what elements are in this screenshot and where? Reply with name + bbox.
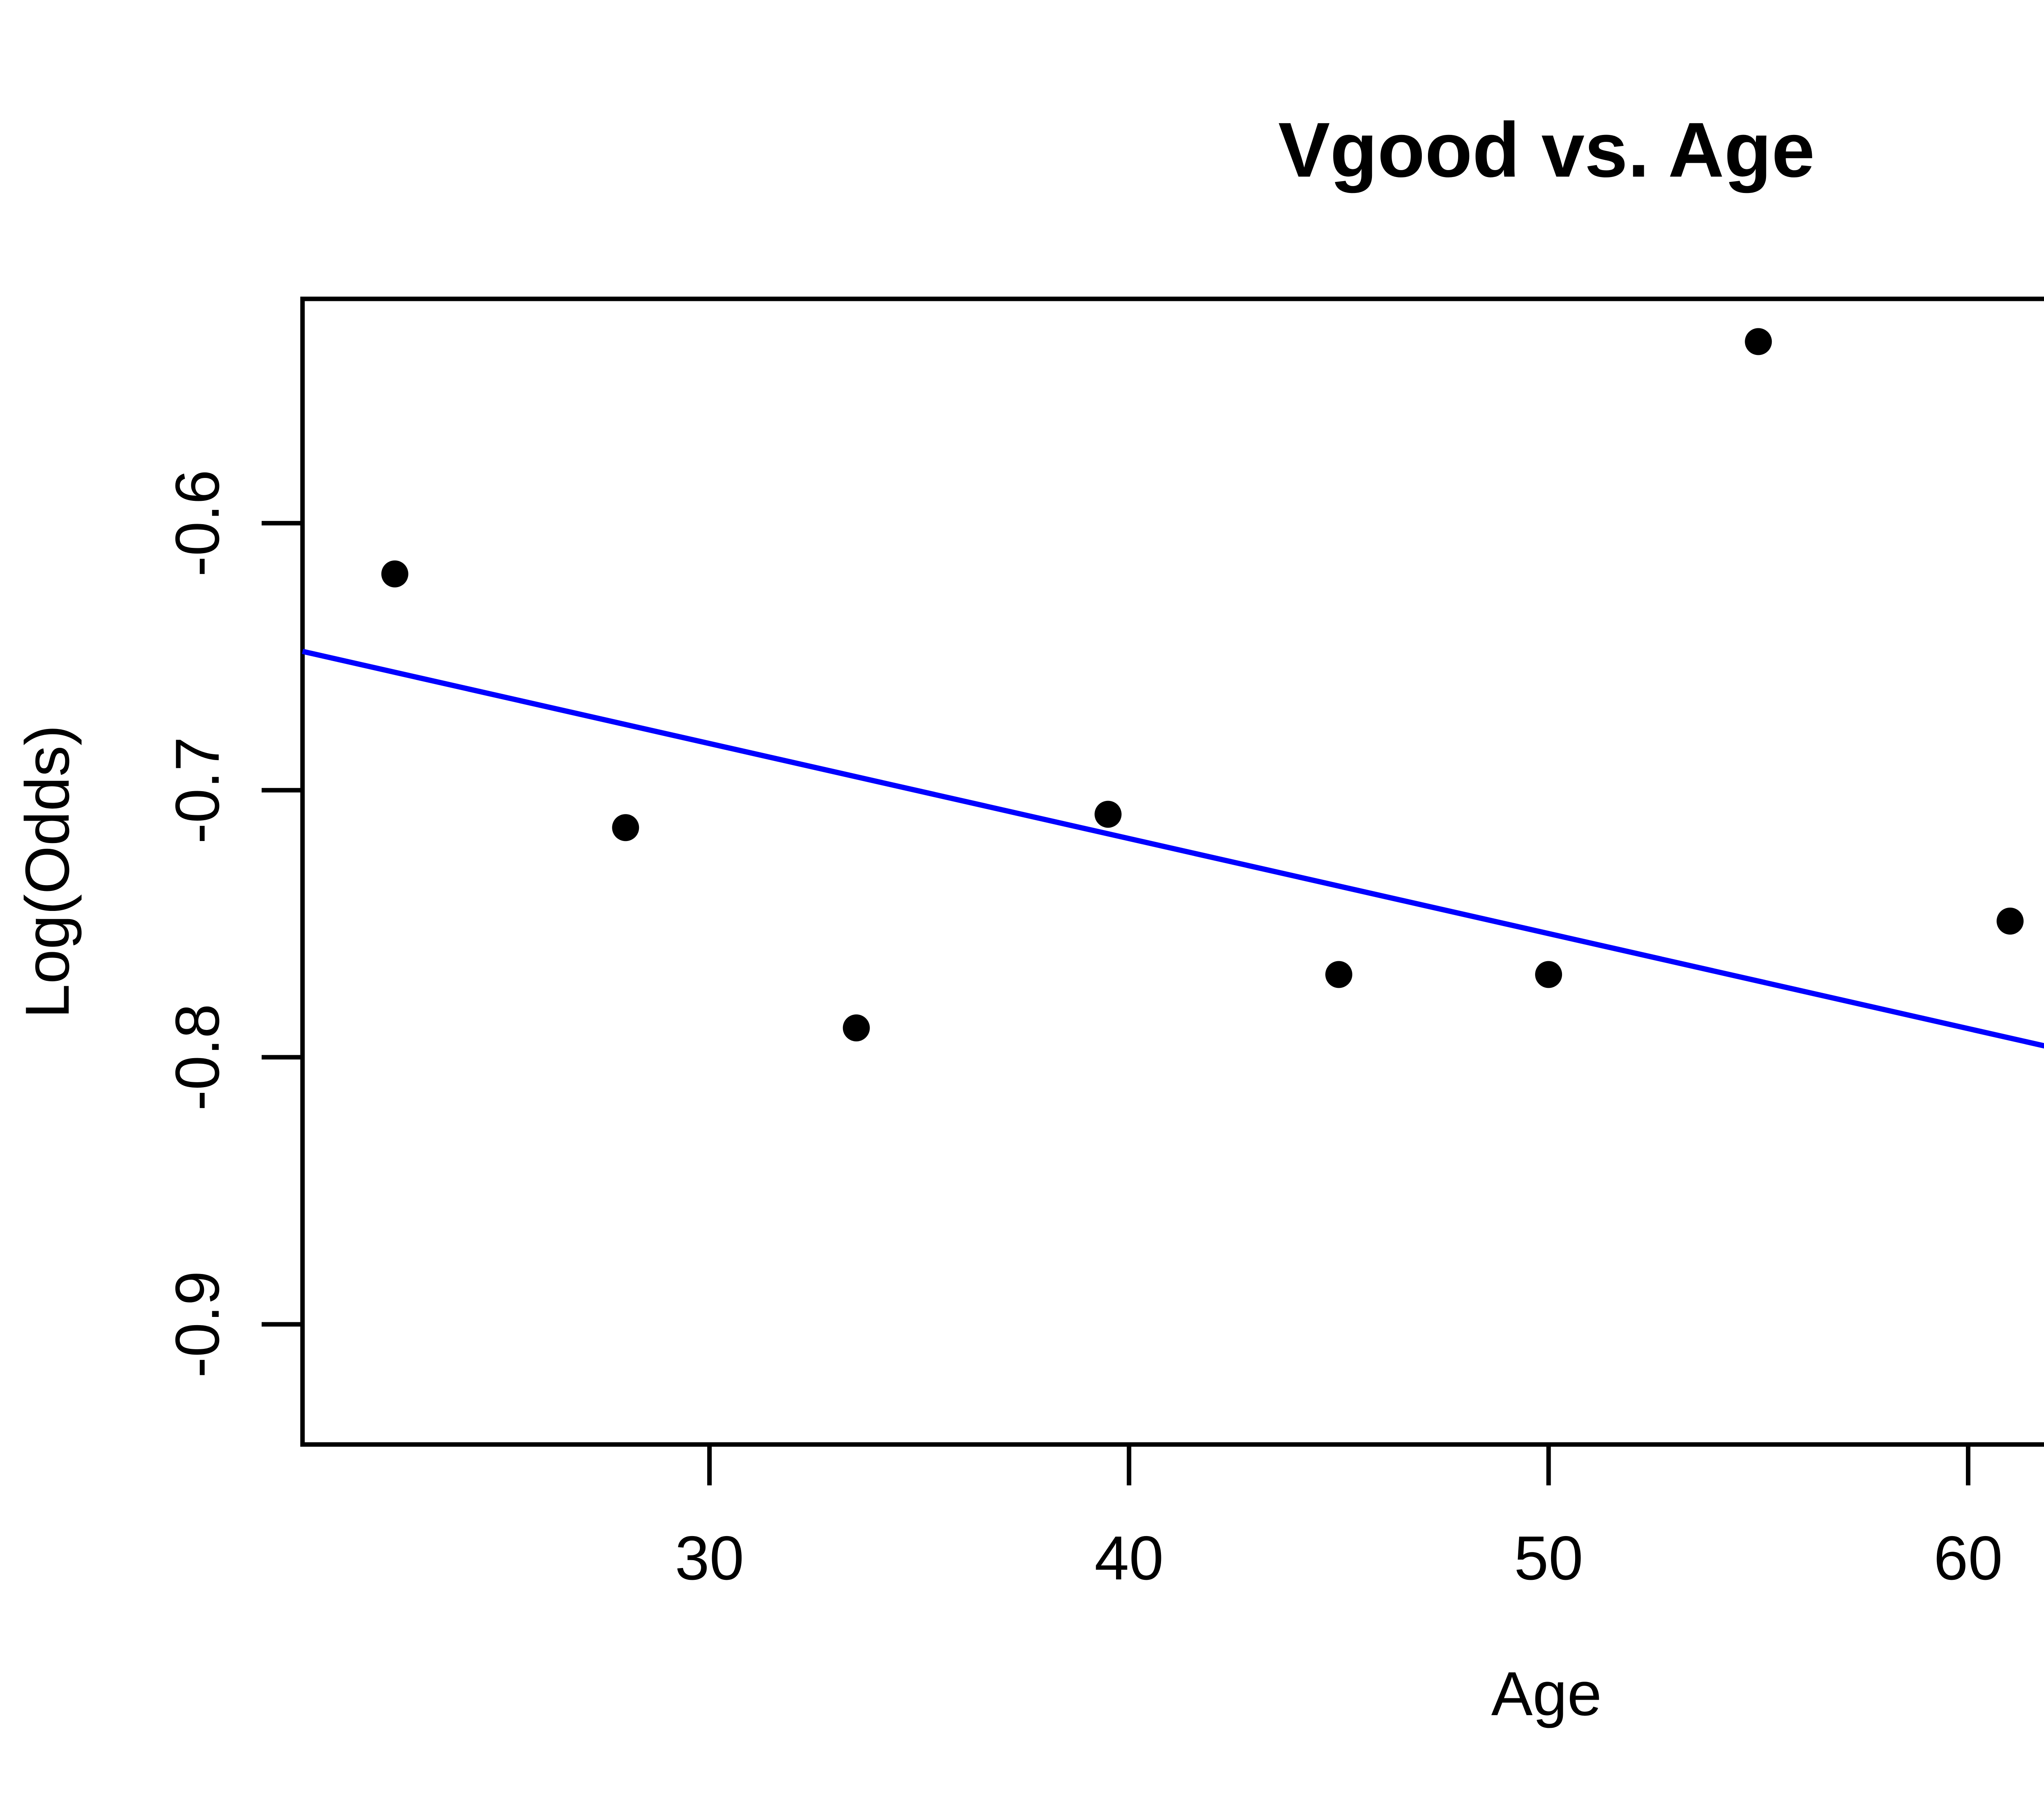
- y-tick-label: -0.8: [163, 1004, 232, 1111]
- data-point: [1535, 961, 1562, 988]
- regression-line: [302, 648, 2044, 1049]
- x-tick-label: 30: [675, 1523, 744, 1593]
- plot-area: 3040506070-0.9-0.8-0.7-0.6: [163, 296, 2044, 1593]
- data-point: [1997, 907, 2024, 935]
- x-tick-label: 50: [1514, 1523, 1583, 1593]
- data-point: [1325, 961, 1352, 988]
- data-point: [1745, 328, 1772, 355]
- x-tick-label: 60: [1934, 1523, 2003, 1593]
- y-tick-label: -0.6: [163, 470, 232, 577]
- y-tick-label: -0.7: [163, 737, 232, 844]
- chart-title: Vgood vs. Age: [1278, 107, 1815, 193]
- x-axis-title: Age: [1491, 1659, 1602, 1729]
- data-point: [612, 814, 639, 841]
- y-tick-label: -0.9: [163, 1271, 232, 1378]
- plot-box: [300, 296, 2044, 1447]
- y-axis-title: Log(Odds): [13, 725, 82, 1018]
- x-tick-label: 40: [1094, 1523, 1163, 1593]
- data-point: [381, 560, 408, 588]
- data-point: [843, 1014, 870, 1042]
- data-point: [1094, 801, 1122, 828]
